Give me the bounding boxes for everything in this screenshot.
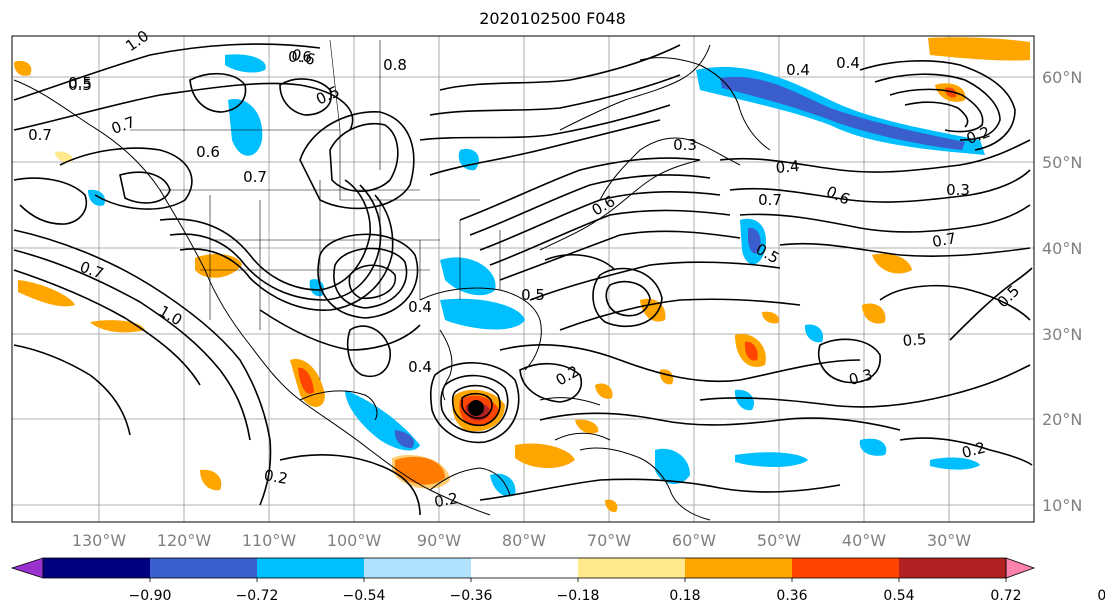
colorbar-segment <box>792 558 900 578</box>
contour-lines <box>13 43 1033 516</box>
contour-label: 0.3 <box>847 365 875 389</box>
contour-label: 0.5 <box>68 76 92 94</box>
longitude-label: 100°W <box>327 531 382 550</box>
colorbar-tick-label: −0.18 <box>557 588 600 604</box>
colorbar-segment <box>150 558 258 578</box>
contour-label: 0.3 <box>946 181 970 199</box>
colorbar-tick-label: 0.36 <box>776 588 807 604</box>
contour-label: 0.6 <box>289 45 317 69</box>
contour-label: 0.7 <box>931 229 958 251</box>
map-title: 2020102500 F048 <box>479 9 626 28</box>
contour-label: 0.4 <box>408 298 432 316</box>
colorbar-extend-max <box>1005 557 1036 579</box>
colorbar-extend-min <box>10 557 44 579</box>
colorbar: −0.90 −0.72 −0.54 −0.36 −0.18 0.18 0.36 0.54 0.7… <box>10 557 1105 604</box>
contour-label: 0.4 <box>408 358 432 376</box>
colorbar-tick-label: −0.54 <box>343 588 386 604</box>
colorbar-tick-label: −0.36 <box>450 588 493 604</box>
contour-label: 0.2 <box>960 438 988 462</box>
colorbar-segment <box>578 558 686 578</box>
colorbar-tick-label: 0.72 <box>990 588 1021 604</box>
contour-label: 0.7 <box>243 168 267 186</box>
contour-label: 0.8 <box>383 56 407 74</box>
longitude-label: 130°W <box>72 531 127 550</box>
longitude-label: 110°W <box>242 531 297 550</box>
map-plot-area <box>12 36 1034 522</box>
contour-label: 0.5 <box>521 286 545 304</box>
contour-label: 0.4 <box>775 157 800 177</box>
latitude-label: 50°N <box>1042 153 1082 172</box>
contour-label: 0.7 <box>28 126 52 144</box>
colorbar-tick-label: 0.18 <box>669 588 700 604</box>
contour-label: 0.5 <box>902 330 927 350</box>
contour-label: 0.2 <box>263 466 290 488</box>
colorbar-frame <box>42 557 1007 579</box>
contour-label: 0.6 <box>196 143 220 161</box>
longitude-label: 80°W <box>502 531 546 550</box>
longitude-label: 60°W <box>672 531 716 550</box>
colorbar-tick-label: −0.90 <box>129 588 172 604</box>
colorbar-segment <box>899 558 1007 578</box>
coastlines <box>13 44 771 521</box>
contour-label: 0.6 <box>288 48 312 66</box>
colorbar-segment <box>471 558 579 578</box>
longitude-label: 30°W <box>927 531 971 550</box>
longitude-labels: 130°W 120°W 110°W 100°W 90°W 80°W 70°W 60°W 50°W… <box>72 531 971 550</box>
longitude-label: 50°W <box>757 531 801 550</box>
contour-label: 0.7 <box>758 191 782 209</box>
longitude-label: 90°W <box>417 531 461 550</box>
colorbar-tick-label: −0.72 <box>236 588 279 604</box>
latitude-label: 10°N <box>1042 496 1082 515</box>
state-borders <box>130 39 501 380</box>
colorbar-segment <box>43 558 151 578</box>
colorbar-segment <box>257 558 365 578</box>
contour-label: 0.5 <box>68 74 92 92</box>
longitude-label: 70°W <box>587 531 631 550</box>
colorbar-tick-label: 0.54 <box>883 588 914 604</box>
colorbar-segment <box>364 558 472 578</box>
map-frame <box>11 35 1035 523</box>
latitude-label: 40°N <box>1042 239 1082 258</box>
colorbar-segment <box>685 558 793 578</box>
longitude-label: 40°W <box>842 531 886 550</box>
latitude-labels: 60°N 50°N 40°N 30°N 20°N 10°N <box>1042 68 1082 515</box>
colorbar-tick-label: 0.90 <box>1097 588 1105 604</box>
contour-label: 0.3 <box>673 136 697 154</box>
latitude-label: 60°N <box>1042 68 1082 87</box>
contour-label: 0.2 <box>433 489 460 511</box>
latitude-label: 20°N <box>1042 410 1082 429</box>
latitude-label: 30°N <box>1042 325 1082 344</box>
contour-label: 0.4 <box>786 61 810 79</box>
longitude-label: 120°W <box>157 531 212 550</box>
contour-label: 0.4 <box>836 54 860 72</box>
storm-center-marker <box>468 400 484 416</box>
